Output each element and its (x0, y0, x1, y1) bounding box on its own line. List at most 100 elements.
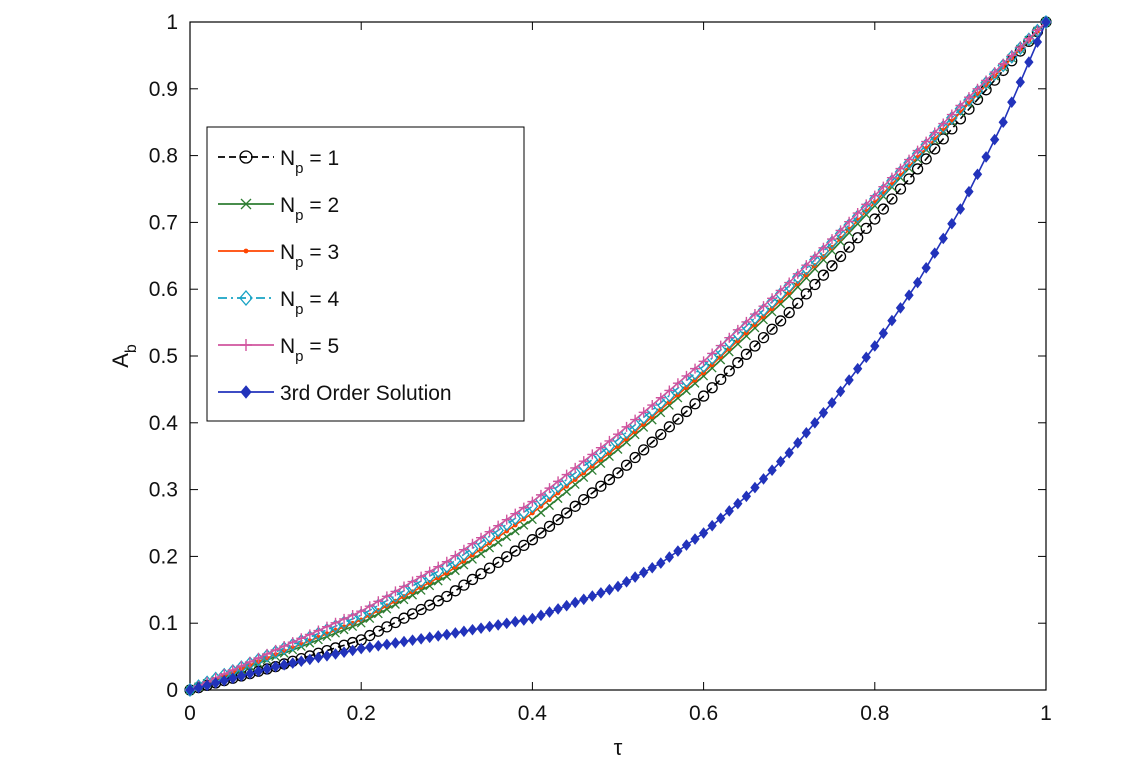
data-point (621, 421, 632, 432)
data-point (878, 181, 889, 192)
data-point (339, 613, 350, 624)
legend-item: Np = 1 (218, 147, 339, 177)
data-point (903, 155, 915, 170)
data-point (793, 437, 803, 449)
data-point (399, 581, 409, 592)
data-point (690, 533, 700, 545)
data-point (639, 423, 649, 432)
legend-item: Np = 2 (218, 194, 339, 224)
data-point (750, 323, 760, 333)
data-point (552, 514, 564, 526)
data-point (586, 487, 598, 499)
y-tick-label: 0.3 (149, 479, 178, 502)
legend-label: 3rd Order Solution (280, 382, 452, 405)
data-point (774, 286, 787, 301)
data-point (732, 324, 743, 335)
data-point (895, 163, 906, 174)
data-point (561, 469, 572, 480)
data-point (817, 269, 830, 281)
data-point (887, 314, 897, 327)
data-point (545, 501, 554, 511)
data-point (853, 362, 863, 375)
data-point (826, 260, 838, 272)
data-point (878, 327, 889, 340)
data-point (629, 451, 641, 464)
data-point (647, 415, 657, 425)
y-axis-label-subscript: b (123, 344, 140, 353)
data-point (587, 590, 597, 602)
data-point (630, 430, 640, 440)
y-tick-label: 0.7 (149, 211, 178, 234)
data-point (1007, 96, 1017, 108)
data-point (450, 550, 461, 561)
data-point (861, 351, 871, 364)
data-point (759, 315, 768, 325)
data-point (442, 628, 452, 641)
data-point (527, 515, 537, 525)
data-point (827, 246, 837, 256)
x-tick-label: 0.6 (689, 702, 718, 725)
data-point (724, 505, 734, 517)
data-point (963, 92, 974, 103)
data-point (869, 190, 880, 201)
data-point (656, 408, 666, 418)
legend-box (206, 126, 525, 422)
data-point (535, 527, 547, 539)
data-point (664, 385, 675, 396)
data-point (603, 473, 616, 486)
data-point (818, 406, 829, 419)
y-tick-label: 0.1 (149, 612, 178, 635)
data-point (526, 534, 539, 546)
data-point (776, 299, 786, 309)
data-point (240, 385, 252, 399)
data-point (801, 273, 811, 283)
data-point (810, 264, 820, 274)
data-point (527, 496, 538, 507)
data-point (673, 393, 683, 403)
data-point (330, 617, 341, 628)
data-point (1040, 14, 1052, 30)
data-point (587, 449, 598, 460)
legend-label-rest: = 2 (304, 194, 340, 217)
data-point (868, 192, 881, 207)
data-point (467, 623, 478, 636)
data-point (339, 646, 349, 658)
series-6 (185, 16, 1051, 696)
data-point (954, 101, 967, 116)
data-point (792, 268, 803, 279)
data-point (305, 653, 315, 666)
data-point (211, 677, 221, 689)
data-point (698, 356, 709, 367)
data-point (851, 209, 864, 224)
data-point (466, 573, 479, 586)
data-point (449, 585, 462, 597)
data-point (732, 357, 744, 369)
data-point (838, 236, 843, 241)
legend-label-base: 3rd Order Solution (280, 382, 452, 405)
data-point (937, 133, 949, 145)
data-point (313, 625, 324, 636)
legend-label-base: N (280, 241, 295, 264)
data-point (416, 571, 427, 582)
data-point (801, 260, 812, 271)
data-point (390, 586, 401, 597)
data-point (553, 603, 563, 615)
data-point (407, 576, 418, 587)
legend-label: Np = 4 (280, 288, 339, 318)
legend-label-subscript: p (295, 160, 303, 177)
data-point (330, 648, 341, 660)
data-point (894, 183, 907, 195)
y-tick-label: 0.4 (149, 412, 179, 435)
data-point (493, 520, 504, 531)
data-point (425, 631, 435, 644)
data-point (749, 340, 761, 352)
data-point (989, 67, 1000, 78)
data-point (998, 58, 1009, 69)
data-point (707, 519, 717, 532)
data-point (262, 663, 272, 675)
data-point (757, 302, 770, 317)
data-point (834, 226, 847, 241)
data-point (350, 620, 356, 626)
